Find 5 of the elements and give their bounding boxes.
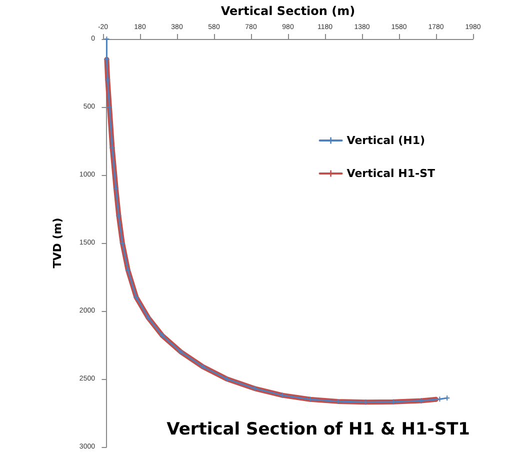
legend-label: Vertical H1-ST (346, 167, 436, 180)
legend-label: Vertical (H1) (346, 134, 426, 147)
annotation: Vertical Section of H1 & H1-ST1 (166, 420, 470, 440)
y-axis-title: TVD (m) (51, 218, 64, 268)
x-axis-title: Vertical Section (m) (220, 4, 356, 18)
